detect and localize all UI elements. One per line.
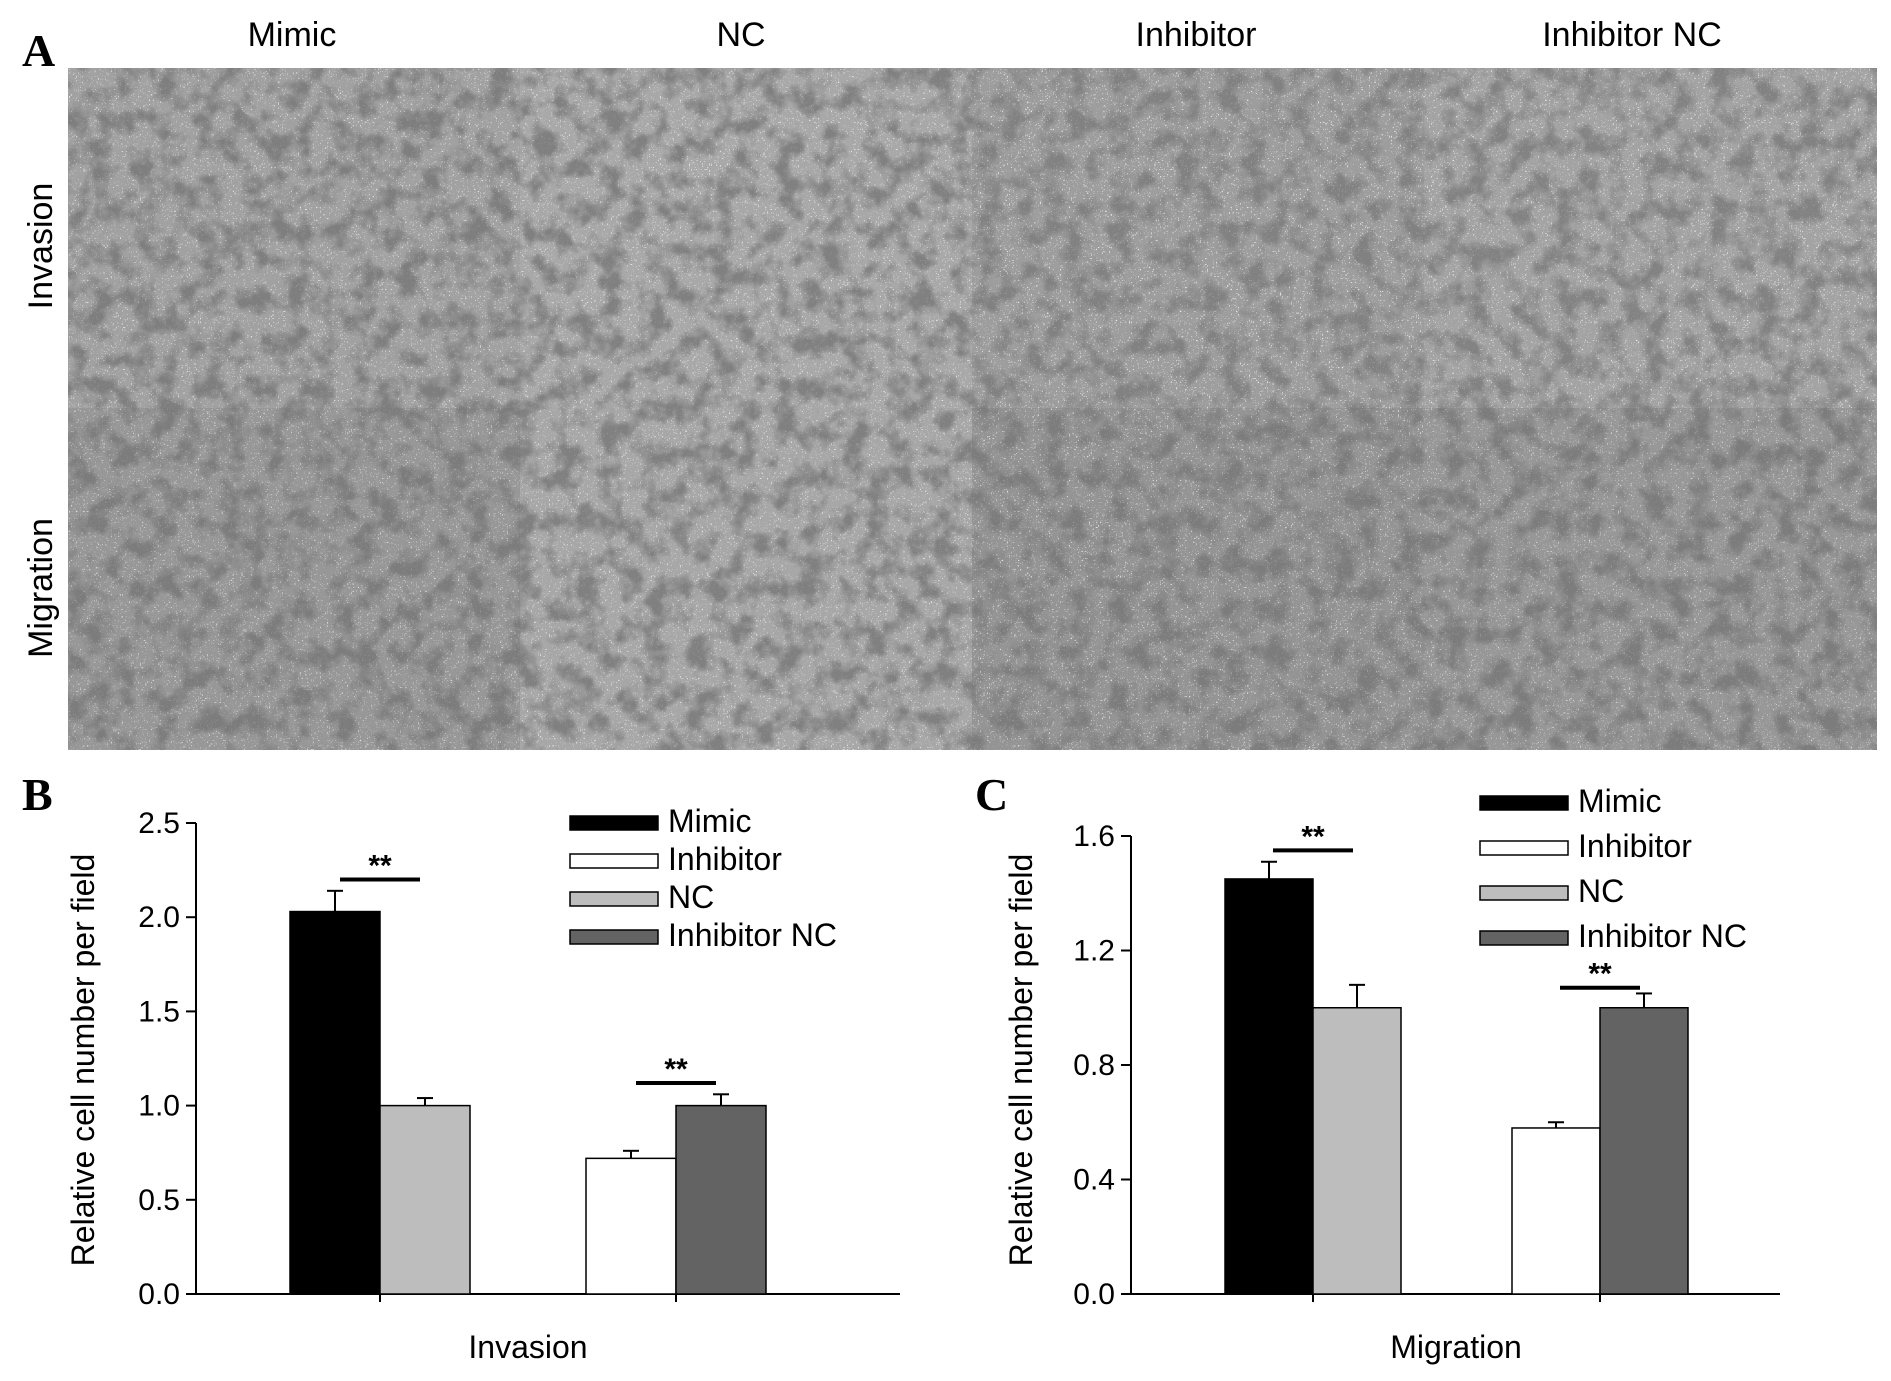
bar-inhibitor-nc [1599, 1007, 1689, 1295]
bars: ** ** [289, 850, 767, 1295]
significance-label: ** [1588, 958, 1612, 991]
y-tick-label: 0.5 [138, 1184, 180, 1217]
legend-label: NC [668, 879, 714, 915]
micrograph-grid [68, 68, 1877, 750]
legend-swatch-nc [1479, 885, 1569, 901]
column-label-nc: NC [716, 16, 765, 54]
column-label-inhibitor: Inhibitor [1136, 16, 1257, 54]
micrograph-invasion-mimic [68, 68, 520, 408]
significance-label: ** [664, 1053, 688, 1086]
legend-swatch-mimic [569, 815, 659, 831]
x-axis-title: Invasion [468, 1329, 587, 1365]
column-label-mimic: Mimic [248, 16, 337, 54]
chart-b-invasion: B 0.00.51.01.52.02.5 **** MimicInhibitor… [22, 769, 900, 1365]
y-tick-label: 1.5 [138, 995, 180, 1028]
legend-label: Mimic [1578, 783, 1662, 819]
micrograph-invasion-inhibitor-nc [1424, 68, 1877, 408]
y-tick-label: 1.2 [1073, 935, 1115, 968]
y-tick-label: 2.5 [138, 807, 180, 840]
panel-c-letter: C [975, 769, 1008, 820]
micrograph-invasion-nc [520, 68, 972, 408]
micrograph-migration-mimic [68, 408, 520, 750]
row-label-migration: Migration [22, 518, 60, 658]
panel-a-letter: A [22, 25, 55, 76]
x-axis-title: Migration [1390, 1329, 1522, 1365]
bar-nc [379, 1104, 471, 1295]
y-tick-label: 0.8 [1073, 1049, 1115, 1082]
bar-mimic [1224, 878, 1314, 1295]
micrograph-migration-inhibitor [972, 408, 1424, 750]
legend-label: NC [1578, 873, 1624, 909]
micrograph-invasion-inhibitor [972, 68, 1424, 408]
legend-swatch-nc [569, 891, 659, 907]
legend-swatch-inhibitor [1479, 840, 1569, 856]
legend-label: Inhibitor [668, 841, 782, 877]
row-label-invasion: Invasion [22, 183, 60, 310]
legend-label: Inhibitor NC [1578, 918, 1747, 954]
y-tick-label: 1.6 [1073, 820, 1115, 853]
bar-nc [1312, 1007, 1402, 1295]
y-tick-label: 0.0 [1073, 1278, 1115, 1311]
y-tick-label: 0.4 [1073, 1164, 1115, 1197]
y-axis-title: Relative cell number per field [1003, 854, 1039, 1267]
bar-mimic [289, 910, 381, 1295]
legend-swatch-mimic [1479, 795, 1569, 811]
bar-inhibitor-nc [675, 1104, 767, 1295]
bars: ** ** [1224, 820, 1689, 1295]
legend-label: Inhibitor [1578, 828, 1692, 864]
legend: Mimic Inhibitor NC Inhibitor NC [1479, 783, 1747, 954]
y-tick-label: 2.0 [138, 901, 180, 934]
y-axis-title: Relative cell number per field [65, 854, 101, 1267]
bar-inhibitor [1511, 1127, 1601, 1295]
legend-swatch-inhibitor [569, 853, 659, 869]
legend-label: Inhibitor NC [668, 917, 837, 953]
column-label-inhibitor-nc: Inhibitor NC [1542, 16, 1722, 54]
panel-a: A Mimic NC Inhibitor Inhibitor NC Invasi… [22, 16, 1877, 750]
y-axis-ticks: 0.0 0.5 1.0 1.5 2.0 2.5 [138, 807, 900, 1311]
y-tick-label: 0.0 [138, 1278, 180, 1311]
micrograph-migration-nc [520, 408, 972, 750]
bar-inhibitor [585, 1157, 677, 1295]
micrograph-migration-inhibitor-nc [1424, 408, 1877, 750]
significance-label: ** [368, 850, 392, 883]
significance-label: ** [1301, 820, 1325, 853]
legend-label: Mimic [668, 803, 752, 839]
legend-swatch-inhibitor-nc [1479, 930, 1569, 946]
chart-c-migration: C 0.0 0.4 0.8 1.2 1.6 ** ** Mimic Inhibitor NC I… [975, 769, 1780, 1365]
y-tick-label: 1.0 [138, 1090, 180, 1123]
legend-swatch-inhibitor-nc [569, 929, 659, 945]
panel-b-letter: B [22, 769, 53, 820]
